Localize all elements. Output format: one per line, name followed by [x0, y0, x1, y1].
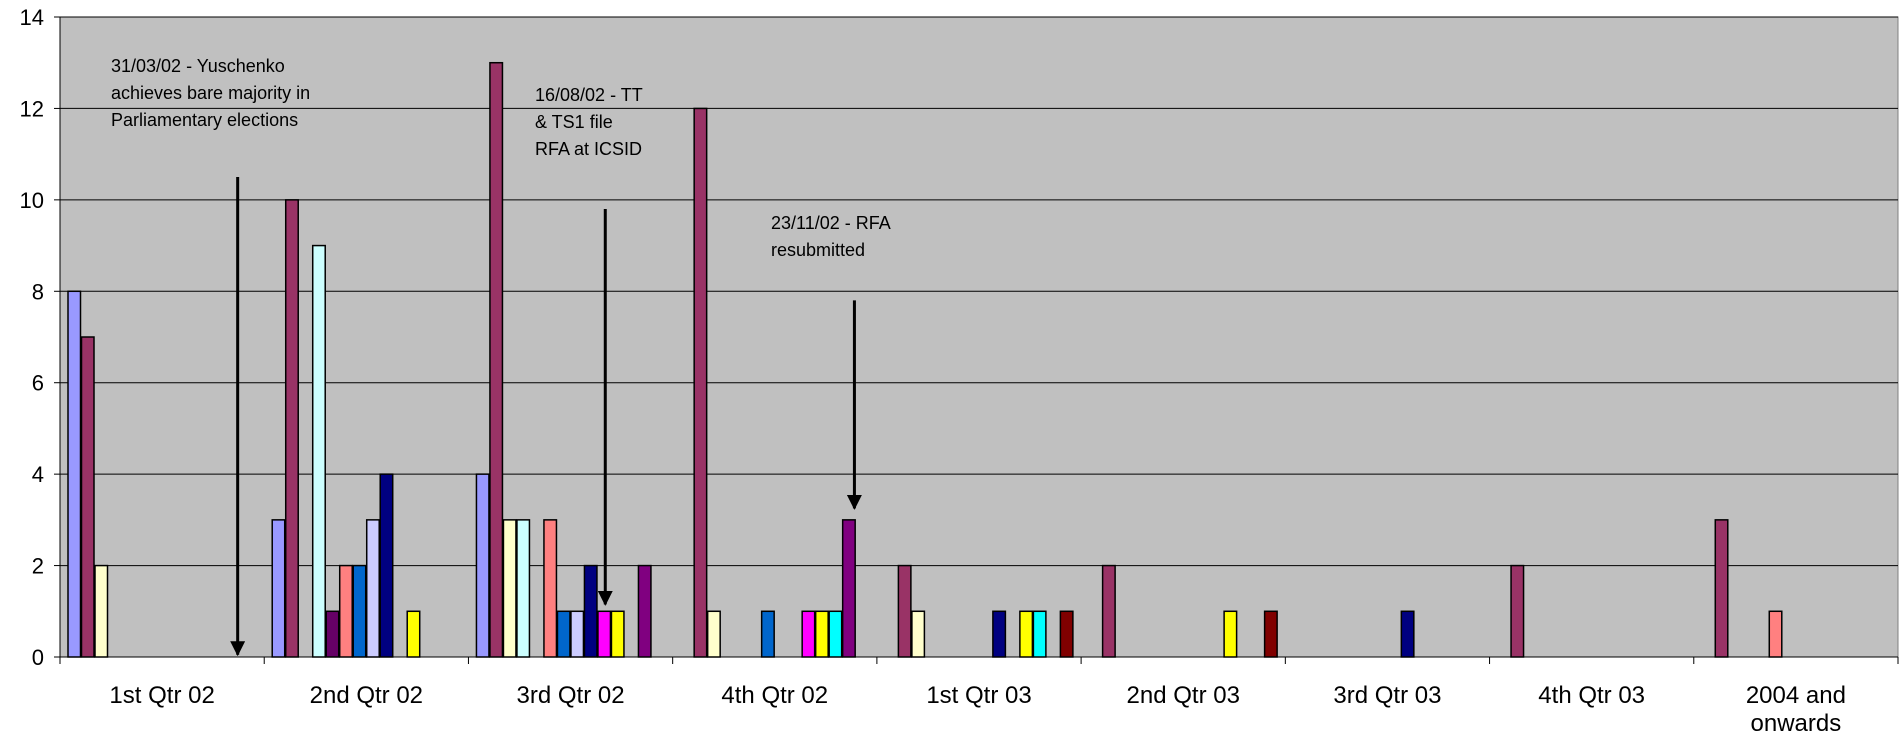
bar: [1510, 564, 1525, 658]
bar: [543, 519, 558, 658]
bar: [325, 610, 340, 658]
bar: [379, 473, 394, 658]
bar: [570, 610, 585, 658]
bar: [311, 244, 326, 658]
x-tick-label: 2nd Qtr 03: [1127, 682, 1240, 709]
bar: [1059, 610, 1074, 658]
x-tick-label: 4th Qtr 02: [721, 682, 828, 709]
x-tick-label: 3rd Qtr 02: [517, 682, 625, 709]
bar: [67, 290, 82, 658]
y-tick-label: 0: [32, 645, 44, 670]
bar: [556, 610, 571, 658]
y-tick-label: 8: [32, 279, 44, 304]
bar: [693, 107, 708, 658]
x-tick-label: 1st Qtr 03: [926, 682, 1031, 709]
bar: [80, 336, 95, 658]
bar: [502, 519, 517, 658]
bar: [94, 564, 109, 658]
bar: [897, 564, 912, 658]
bar: [814, 610, 829, 658]
annotation-text: 31/03/02 - Yuschenko achieves bare majori…: [111, 56, 310, 130]
bar: [352, 564, 367, 658]
y-axis-ticks: 0 2 4 6 8 10 12 14: [20, 5, 60, 670]
bar: [637, 564, 652, 658]
bar: [516, 519, 531, 658]
y-tick-label: 2: [32, 554, 44, 579]
bar: [992, 610, 1007, 658]
bar: [406, 610, 421, 658]
annotations: 31/03/02 - Yuschenko achieves bare majori…: [111, 56, 891, 657]
plot-area: [59, 16, 1899, 658]
y-tick-label: 6: [32, 371, 44, 396]
bar: [610, 610, 625, 658]
bar: [1263, 610, 1278, 658]
bar: [1032, 610, 1047, 658]
bar: [284, 199, 299, 658]
x-tick-label: 2004 and onwards: [1746, 682, 1846, 737]
bars: [67, 61, 1783, 658]
axes: [59, 17, 1898, 658]
bar: [760, 610, 775, 658]
y-tick-label: 10: [20, 188, 44, 213]
x-tick-label: 1st Qtr 02: [109, 682, 214, 709]
bar: [801, 610, 816, 658]
bar: [583, 564, 598, 658]
y-tick-label: 4: [32, 462, 44, 487]
bar: [911, 610, 926, 658]
bar: [365, 519, 380, 658]
y-tick-label: 12: [20, 96, 44, 121]
bar: [338, 564, 353, 658]
bar: [1223, 610, 1238, 658]
bar: [1400, 610, 1415, 658]
bar: [1714, 519, 1729, 658]
bar: [1019, 610, 1034, 658]
annotation-text: 23/11/02 - RFA resubmitted: [771, 213, 891, 260]
bar: [706, 610, 721, 658]
bar: [1768, 610, 1783, 658]
x-tick-label: 3rd Qtr 03: [1333, 682, 1441, 709]
bar: [597, 610, 612, 658]
bar: [475, 473, 490, 658]
x-tick-label: 2nd Qtr 02: [310, 682, 423, 709]
x-tick-label: 4th Qtr 03: [1538, 682, 1645, 709]
y-tick-label: 14: [20, 5, 44, 30]
bar: [828, 610, 843, 658]
bar: [841, 519, 856, 658]
bar: [271, 519, 286, 658]
gridlines: [60, 16, 1898, 567]
annotation-text: 16/08/02 - TT & TS1 file RFA at ICSID: [535, 85, 643, 159]
bar: [489, 61, 504, 658]
bar: [1101, 564, 1116, 658]
x-axis-ticks: 1st Qtr 02 2nd Qtr 02 3rd Qtr 02 4th Qtr 02…: [59, 657, 1899, 737]
